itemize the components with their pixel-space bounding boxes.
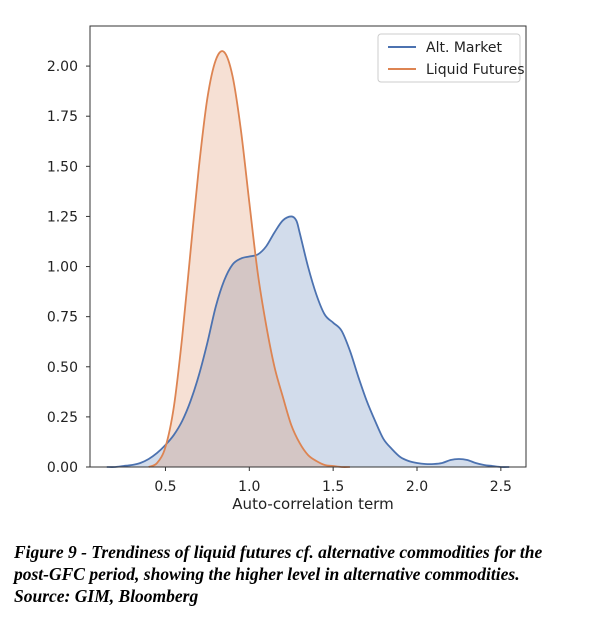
legend-label-liquid-futures: Liquid Futures [426,62,525,78]
series-layer [106,50,510,468]
y-tick-label: 1.25 [47,209,78,225]
y-tick-label: 1.75 [47,109,78,125]
y-tick-label: 0.25 [47,410,78,426]
x-axis-label: Auto-correlation term [232,495,393,513]
y-axis: 0.00 0.25 0.50 0.75 1.00 1.25 1.50 1.75 2.00 [47,59,90,476]
x-tick-label: 1.5 [322,479,344,495]
legend-label-alt-market: Alt. Market [426,40,502,56]
x-tick-label: 2.0 [406,479,428,495]
caption-line-1: Figure 9 - Trendiness of liquid futures … [14,542,543,562]
x-axis: 0.5 1.0 1.5 2.0 2.5 [154,467,512,495]
area-alt-market [106,216,510,468]
plot-frame [89,25,527,468]
y-tick-label: 2.00 [47,59,78,75]
y-tick-label: 0.50 [47,360,78,376]
area-liquid-futures [148,51,350,468]
x-tick-label: 0.5 [154,479,176,495]
legend: Alt. Market Liquid Futures [377,33,525,83]
y-tick-label: 1.00 [47,260,78,276]
figure-caption: Figure 9 - Trendiness of liquid futures … [14,541,604,607]
y-tick-label: 1.50 [47,159,78,175]
x-tick-label: 1.0 [238,479,260,495]
line-liquid-futures [148,50,350,468]
x-tick-label: 2.5 [490,479,512,495]
y-tick-label: 0.00 [47,460,78,476]
line-alt-market [106,215,510,468]
kde-chart: 0.5 1.0 1.5 2.0 2.5 0.00 0.25 0.50 0.75 1.00 1.25… [47,25,527,513]
y-tick-label: 0.75 [47,310,78,326]
caption-line-3: Source: GIM, Bloomberg [14,586,199,606]
caption-line-2: post-GFC period, showing the higher leve… [14,564,520,584]
